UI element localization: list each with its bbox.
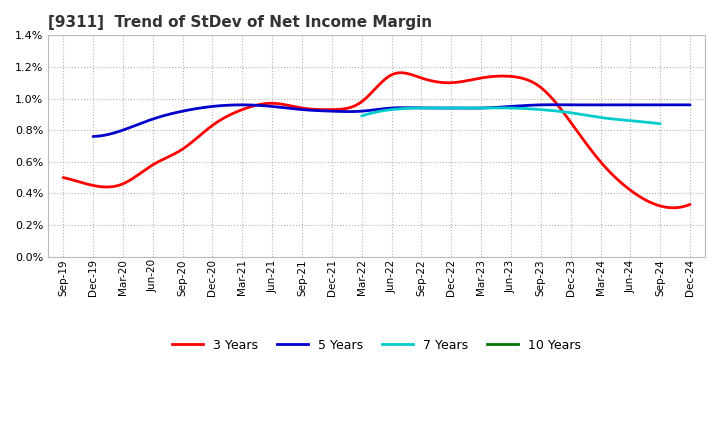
Line: 5 Years: 5 Years <box>93 105 690 136</box>
5 Years <box>376 106 384 112</box>
5 Years <box>89 134 97 139</box>
5 Years <box>548 102 557 107</box>
3 Years <box>433 79 442 84</box>
5 Years <box>444 105 453 110</box>
5 Years <box>672 102 681 107</box>
Line: 3 Years: 3 Years <box>63 73 690 208</box>
3 Years <box>356 99 365 105</box>
5 Years <box>412 105 420 110</box>
3 Years <box>670 205 678 210</box>
3 Years <box>397 70 405 75</box>
3 Years <box>59 175 68 180</box>
3 Years <box>361 97 369 102</box>
3 Years <box>574 130 582 136</box>
5 Years <box>372 107 381 112</box>
7 Years <box>649 120 658 125</box>
Text: [9311]  Trend of StDev of Net Income Margin: [9311] Trend of StDev of Net Income Marg… <box>48 15 433 30</box>
3 Years <box>400 70 408 76</box>
7 Years <box>656 121 665 126</box>
3 Years <box>673 205 682 210</box>
7 Years <box>536 107 544 112</box>
7 Years <box>603 116 611 121</box>
5 Years <box>685 102 694 107</box>
7 Years <box>500 105 508 110</box>
Line: 7 Years: 7 Years <box>361 108 660 124</box>
5 Years <box>580 102 588 107</box>
7 Years <box>520 106 528 111</box>
7 Years <box>502 105 510 110</box>
7 Years <box>495 105 503 110</box>
3 Years <box>685 202 694 207</box>
7 Years <box>357 113 366 118</box>
Legend: 3 Years, 5 Years, 7 Years, 10 Years: 3 Years, 5 Years, 7 Years, 10 Years <box>167 334 586 356</box>
